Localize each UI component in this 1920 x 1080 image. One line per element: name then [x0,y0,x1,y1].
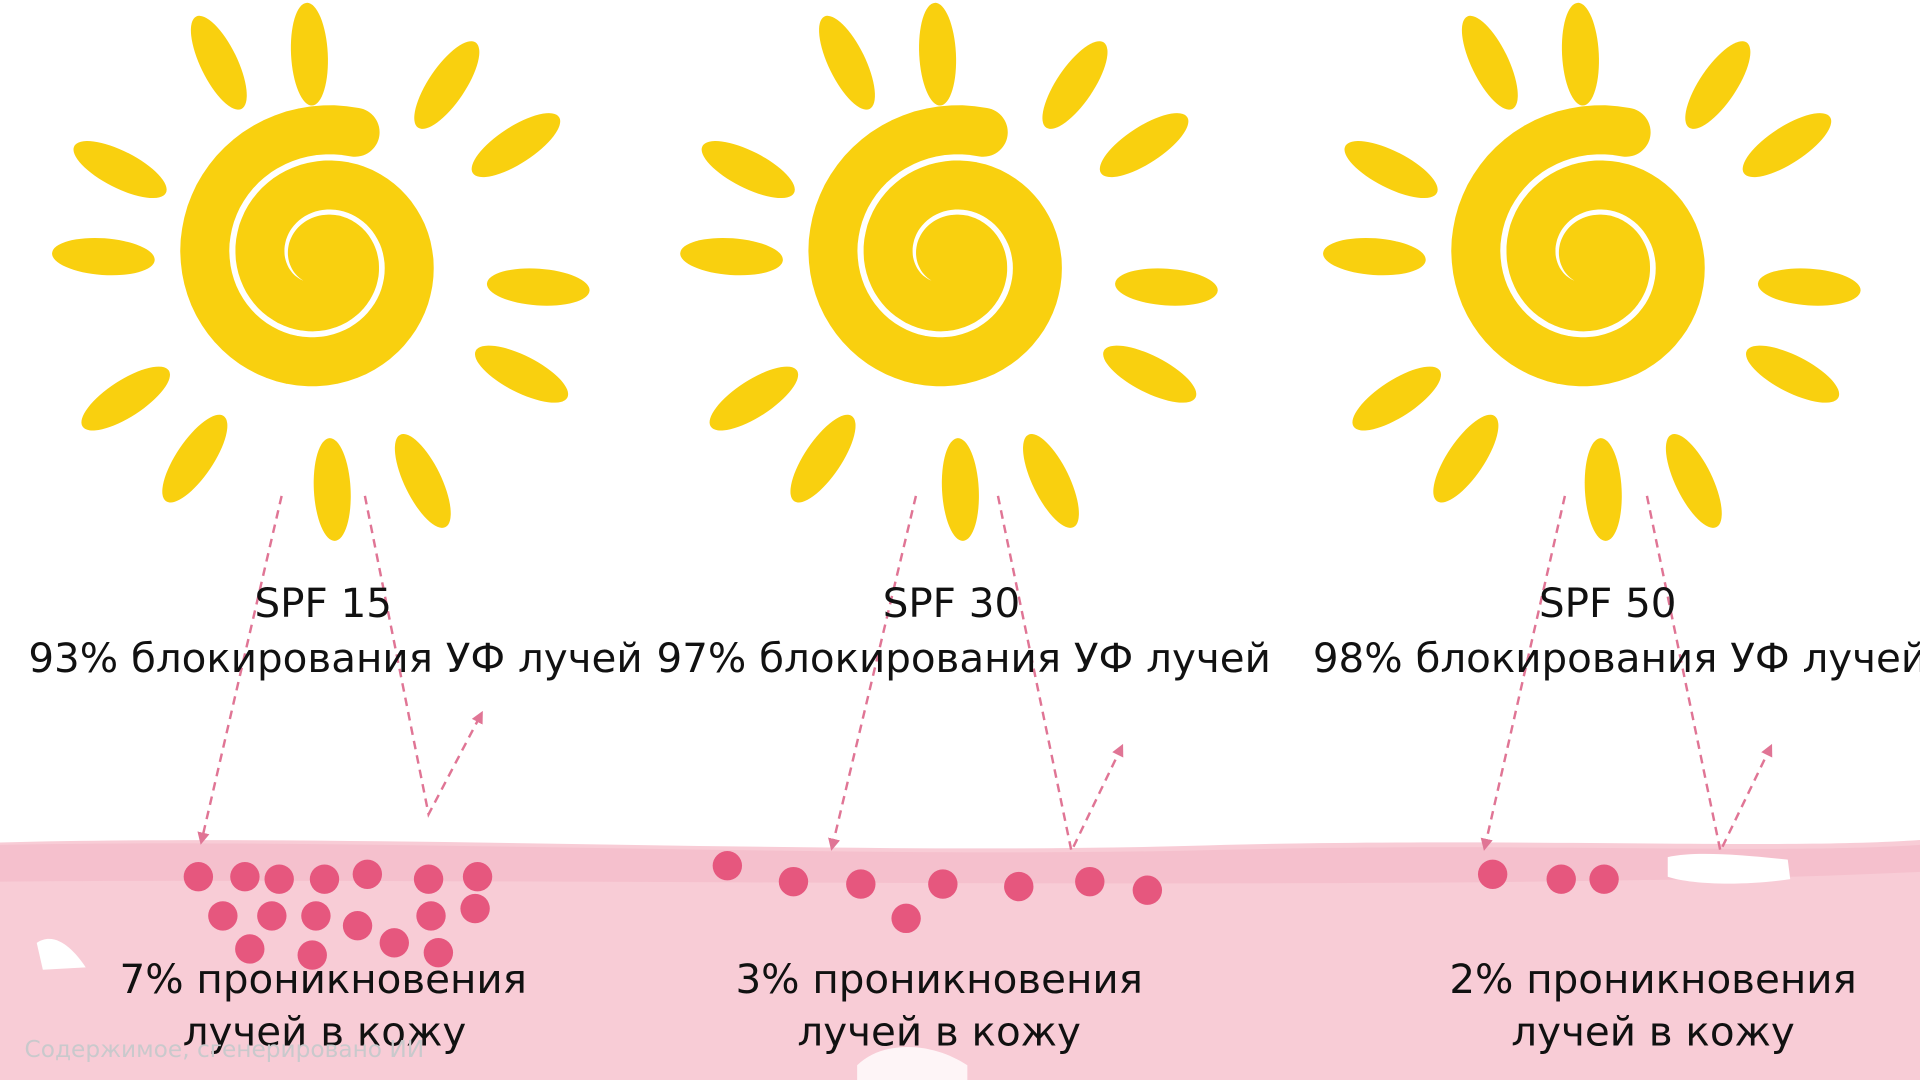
uv-dot [423,937,454,968]
penetration-label: лучей в кожу [797,1008,1081,1056]
sun-ray [1561,2,1599,106]
ray-arrow [828,495,918,851]
sun [52,2,590,541]
sun-ray [1103,345,1197,403]
uv-dot [235,934,265,964]
sun-ray [1042,41,1108,129]
uv-dot [413,864,444,894]
uv-dot [379,928,409,958]
sun-ray [290,2,328,106]
uv-dot [301,901,331,931]
sun-ray [680,237,783,276]
sun-ray [414,41,480,129]
sun-ray [1023,434,1079,528]
sun-ray [819,15,875,110]
sun-ray [394,434,451,528]
uv-dot [352,859,383,889]
sun-spiral [1451,105,1705,387]
sun-ray [1099,113,1189,178]
sun-ray [190,15,247,110]
sun-ray [1323,237,1426,276]
spf-panel: SPF 15 93% блокирования УФ лучей 7% проник… [28,2,643,1056]
uv-dot [309,864,340,894]
uv-dot [257,901,287,931]
blocking-label: 93% блокирования УФ лучей [28,634,642,682]
reflected-arrow [996,495,1124,855]
sun-ray [1344,141,1438,199]
sun-ray [1115,268,1218,306]
panels: SPF 15 93% блокирования УФ лучей 7% проник… [28,2,1920,1056]
penetration-label: 7% проникновения [120,955,527,1003]
sun-ray [162,414,228,503]
sun-spiral [808,105,1062,387]
uv-dot [1546,864,1576,894]
sun-ray [486,268,590,306]
sun-ray [1746,345,1840,403]
uv-dot [891,903,921,934]
sun-ray [941,438,979,541]
sun-ray [1433,414,1499,503]
uv-dot [230,862,260,892]
spf-title: SPF 30 [883,579,1020,627]
spf-title: SPF 15 [255,579,392,627]
watermark: Содержимое, сгенерировано ИИ [24,1036,424,1063]
sun [1323,2,1861,541]
sun-ray [313,438,351,541]
blocking-label: 97% блокирования УФ лучей [657,634,1271,682]
sun [680,2,1218,541]
uv-dot [342,911,373,941]
uv-dot [1004,871,1034,902]
sun-ray [81,366,170,431]
sun-ray [919,2,957,106]
uv-dot [928,869,958,899]
sun-ray [52,237,155,276]
uv-dot [264,864,294,894]
sun-ray [1665,434,1722,528]
uv-dot [1477,859,1508,889]
sun-ray [790,414,856,503]
sun-ray [474,345,569,403]
sun-ray [1742,113,1832,178]
spf-panel: SPF 30 97% блокирования УФ лучей 3% проник… [657,2,1271,1056]
sun-ray [471,113,561,178]
uv-dot [462,862,493,892]
sun-spiral [180,105,434,387]
sun-ray [73,141,167,199]
uv-dot [712,851,743,881]
spf-panel: SPF 50 98% блокирования УФ лучей 2% проник… [1313,2,1920,1056]
penetration-label: лучей в кожу [1511,1008,1795,1056]
uv-dot [297,940,327,970]
sun-ray [709,366,799,431]
penetration-label: 3% проникновения [735,955,1142,1003]
sun-ray [701,141,795,199]
ray-arrow [1480,495,1567,851]
penetration-label: 2% проникновения [1449,955,1856,1003]
sun-ray [1757,268,1861,306]
sun-ray [1584,438,1622,541]
sun-ray [1685,41,1751,129]
uv-dot [416,901,446,931]
uv-dot [1075,866,1105,897]
uv-dot [846,869,876,899]
penetration-label: лучей в кожу [183,1008,467,1056]
uv-dot [1132,875,1163,905]
uv-dot [1589,864,1619,894]
uv-dot [208,901,238,931]
sun-ray [1461,15,1518,110]
uv-dot [460,893,490,924]
spf-title: SPF 50 [1539,579,1676,627]
uv-dot [778,866,809,897]
reflected-arrow [363,495,483,818]
sun-ray [1352,366,1441,431]
reflected-arrow [1645,495,1773,855]
uv-dot [183,862,214,892]
blocking-label: 98% блокирования УФ лучей [1313,634,1920,682]
